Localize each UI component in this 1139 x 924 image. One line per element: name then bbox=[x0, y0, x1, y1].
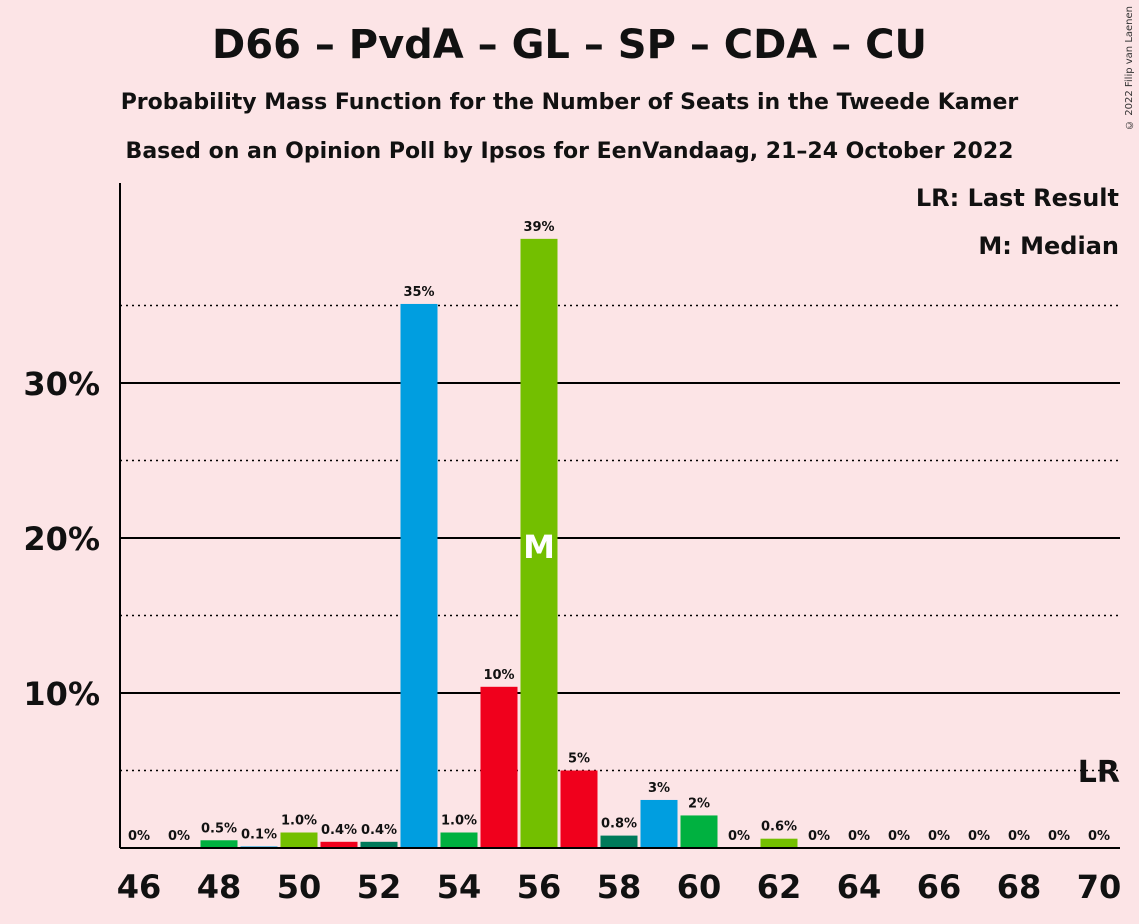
bar-label-59: 3% bbox=[648, 781, 670, 796]
x-tick-label-56: 56 bbox=[517, 868, 562, 906]
chart-subtitle-1: Probability Mass Function for the Number… bbox=[120, 90, 1019, 115]
chart-subtitle-2: Based on an Opinion Poll by Ipsos for Ee… bbox=[125, 139, 1014, 164]
x-tick-label-46: 46 bbox=[117, 868, 162, 906]
bar-label-54: 1.0% bbox=[441, 814, 477, 829]
bar-seats-50 bbox=[280, 832, 318, 848]
y-tick-label: 30% bbox=[23, 365, 100, 403]
x-tick-label-66: 66 bbox=[917, 868, 962, 906]
bar-seats-48 bbox=[200, 840, 238, 848]
x-tick-label-64: 64 bbox=[837, 868, 882, 906]
bar-label-69: 0% bbox=[1048, 829, 1070, 844]
bar-label-64: 0% bbox=[848, 829, 870, 844]
bar-label-66: 0% bbox=[928, 829, 950, 844]
x-tick-label-68: 68 bbox=[997, 868, 1042, 906]
bar-seats-59 bbox=[640, 799, 678, 848]
bars-group bbox=[200, 238, 798, 849]
bar-seats-57 bbox=[560, 770, 598, 848]
bar-seats-58 bbox=[600, 835, 638, 848]
bar-label-68: 0% bbox=[1008, 829, 1030, 844]
bar-label-62: 0.6% bbox=[761, 820, 797, 835]
bar-label-67: 0% bbox=[968, 829, 990, 844]
bar-seats-56 bbox=[520, 238, 558, 849]
bar-seats-62 bbox=[760, 838, 798, 848]
bar-label-70: 0% bbox=[1088, 829, 1110, 844]
bar-label-50: 1.0% bbox=[281, 814, 317, 829]
x-tick-label-58: 58 bbox=[597, 868, 642, 906]
legend-median: M: Median bbox=[978, 232, 1119, 260]
bar-label-58: 0.8% bbox=[601, 817, 637, 832]
bar-label-47: 0% bbox=[168, 829, 190, 844]
y-tick-label: 10% bbox=[23, 675, 100, 713]
bar-label-46: 0% bbox=[128, 829, 150, 844]
x-tick-label-70: 70 bbox=[1077, 868, 1122, 906]
bar-label-51: 0.4% bbox=[321, 823, 357, 838]
bar-label-63: 0% bbox=[808, 829, 830, 844]
markers-group: M LR bbox=[523, 528, 1120, 790]
axes-group: 10% 20% 30% 46 48 50 52 54 56 58 60 62 64 66 68 70 bbox=[23, 183, 1121, 906]
last-result-marker: LR bbox=[1078, 755, 1120, 790]
bar-label-60: 2% bbox=[688, 796, 710, 811]
x-tick-label-60: 60 bbox=[677, 868, 722, 906]
bar-seats-53 bbox=[400, 303, 438, 848]
bar-labels-group: 0% 0% 0.5% 0.1% 1.0% 0.4% 0.4% 35% 1.0% 10% 39% 5% 0… bbox=[128, 220, 1110, 844]
bar-seats-54 bbox=[440, 832, 478, 848]
bar-label-56: 39% bbox=[523, 220, 554, 235]
bar-label-61: 0% bbox=[728, 829, 750, 844]
bar-label-55: 10% bbox=[483, 668, 514, 683]
x-tick-label-62: 62 bbox=[757, 868, 802, 906]
x-tick-label-54: 54 bbox=[437, 868, 482, 906]
bar-seats-52 bbox=[360, 841, 398, 848]
x-tick-label-50: 50 bbox=[277, 868, 322, 906]
median-marker: M bbox=[523, 528, 555, 566]
bar-seats-51 bbox=[320, 841, 358, 848]
bar-label-57: 5% bbox=[568, 752, 590, 767]
chart-title: D66 – PvdA – GL – SP – CDA – CU bbox=[212, 22, 927, 68]
bar-label-52: 0.4% bbox=[361, 823, 397, 838]
grid-lines bbox=[120, 304, 1120, 772]
bar-label-49: 0.1% bbox=[241, 827, 277, 842]
bar-label-48: 0.5% bbox=[201, 821, 237, 836]
bar-seats-55 bbox=[480, 686, 518, 848]
bar-label-65: 0% bbox=[888, 829, 910, 844]
bar-label-53: 35% bbox=[403, 285, 434, 300]
x-tick-label-48: 48 bbox=[197, 868, 242, 906]
y-tick-label: 20% bbox=[23, 520, 100, 558]
legend-last-result: LR: Last Result bbox=[915, 184, 1119, 212]
x-tick-label-52: 52 bbox=[357, 868, 402, 906]
bar-seats-60 bbox=[680, 815, 718, 848]
